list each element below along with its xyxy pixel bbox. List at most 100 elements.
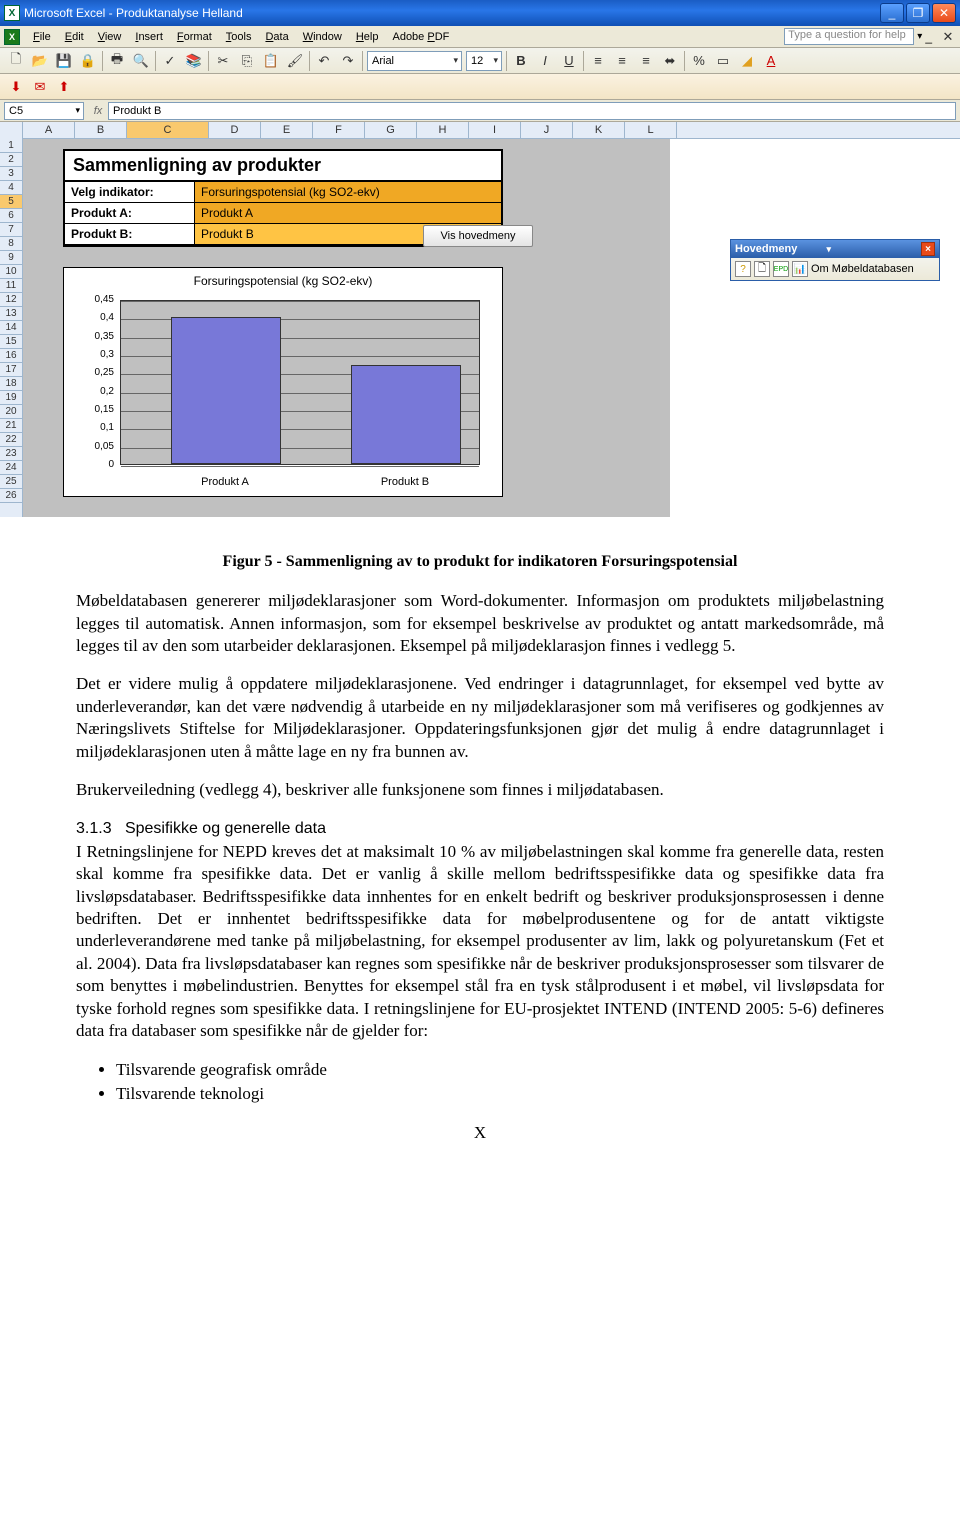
col-header-A[interactable]: A — [23, 122, 75, 138]
epd-icon[interactable]: EPD — [773, 261, 789, 277]
doc-icon[interactable]: 🗋 — [754, 261, 770, 277]
hovedmeny-titlebar[interactable]: Hovedmeny ▾ × — [731, 240, 939, 258]
row-header-1[interactable]: 1 — [0, 139, 22, 153]
menu-dash-icon[interactable]: _ — [925, 30, 932, 44]
menu-edit[interactable]: Edit — [58, 29, 91, 45]
menu-tools[interactable]: Tools — [219, 29, 259, 45]
spell-icon[interactable]: ✓ — [159, 50, 181, 72]
col-header-K[interactable]: K — [573, 122, 625, 138]
align-right-icon[interactable]: ≡ — [635, 50, 657, 72]
menu-file[interactable]: File — [26, 29, 58, 45]
restore-button[interactable]: ❐ — [906, 3, 930, 23]
help-search-input[interactable]: Type a question for help — [784, 28, 914, 45]
row-header-21[interactable]: 21 — [0, 419, 22, 433]
close-button[interactable]: ✕ — [932, 3, 956, 23]
menu-data[interactable]: Data — [258, 29, 295, 45]
help-icon[interactable]: ? — [735, 261, 751, 277]
col-header-I[interactable]: I — [469, 122, 521, 138]
row-header-24[interactable]: 24 — [0, 461, 22, 475]
permission-icon[interactable]: 🔒 — [77, 50, 99, 72]
fontsize-combo[interactable]: 12 — [466, 51, 502, 71]
product-a-value[interactable]: Produkt A — [195, 203, 501, 223]
col-header-L[interactable]: L — [625, 122, 677, 138]
col-header-G[interactable]: G — [365, 122, 417, 138]
hovedmeny-close-icon[interactable]: × — [921, 242, 935, 256]
new-icon[interactable]: 🗋 — [5, 50, 27, 72]
row-header-8[interactable]: 8 — [0, 237, 22, 251]
preview-icon[interactable]: 🔍 — [130, 50, 152, 72]
cell-area[interactable]: Sammenligning av produkter Velg indikato… — [23, 139, 960, 517]
row-header-23[interactable]: 23 — [0, 447, 22, 461]
row-header-25[interactable]: 25 — [0, 475, 22, 489]
save-icon[interactable]: 💾 — [53, 50, 75, 72]
row-header-26[interactable]: 26 — [0, 489, 22, 503]
fontcolor-icon[interactable]: A — [760, 50, 782, 72]
row-header-18[interactable]: 18 — [0, 377, 22, 391]
row-header-3[interactable]: 3 — [0, 167, 22, 181]
format-painter-icon[interactable]: 🖌 — [284, 50, 306, 72]
underline-icon[interactable]: U — [558, 50, 580, 72]
fx-icon[interactable]: fx — [88, 102, 108, 120]
formula-input[interactable]: Produkt B — [108, 102, 956, 120]
row-header-11[interactable]: 11 — [0, 279, 22, 293]
row-header-4[interactable]: 4 — [0, 181, 22, 195]
align-left-icon[interactable]: ≡ — [587, 50, 609, 72]
hovedmeny-dropdown-icon[interactable]: ▾ — [827, 244, 919, 255]
menu-format[interactable]: Format — [170, 29, 219, 45]
vis-hovedmeny-button[interactable]: Vis hovedmeny — [423, 225, 533, 247]
menu-insert[interactable]: Insert — [128, 29, 170, 45]
pdf-icon[interactable]: ⬇ — [5, 76, 27, 98]
italic-icon[interactable]: I — [534, 50, 556, 72]
hovedmeny-toolbar[interactable]: Hovedmeny ▾ × ? 🗋 EPD 📊 Om Møbeldatabase… — [730, 239, 940, 281]
open-icon[interactable]: 📂 — [29, 50, 51, 72]
hovedmeny-label[interactable]: Om Møbeldatabasen — [811, 263, 914, 275]
row-header-20[interactable]: 20 — [0, 405, 22, 419]
col-header-E[interactable]: E — [261, 122, 313, 138]
row-header-6[interactable]: 6 — [0, 209, 22, 223]
copy-icon[interactable]: ⎘ — [236, 50, 258, 72]
row-header-16[interactable]: 16 — [0, 349, 22, 363]
col-header-C[interactable]: C — [127, 122, 209, 138]
col-header-D[interactable]: D — [209, 122, 261, 138]
row-header-13[interactable]: 13 — [0, 307, 22, 321]
pdf-review-icon[interactable]: ⬆ — [53, 76, 75, 98]
chart-icon[interactable]: 📊 — [792, 261, 808, 277]
redo-icon[interactable]: ↷ — [337, 50, 359, 72]
bold-icon[interactable]: B — [510, 50, 532, 72]
select-all-corner[interactable] — [0, 122, 23, 139]
row-header-22[interactable]: 22 — [0, 433, 22, 447]
row-header-17[interactable]: 17 — [0, 363, 22, 377]
col-header-B[interactable]: B — [75, 122, 127, 138]
merge-icon[interactable]: ⬌ — [659, 50, 681, 72]
menu-help[interactable]: Help — [349, 29, 386, 45]
row-header-7[interactable]: 7 — [0, 223, 22, 237]
dropdown-icon[interactable]: ▾ — [917, 31, 922, 42]
row-header-2[interactable]: 2 — [0, 153, 22, 167]
menu-adobe-pdf[interactable]: Adobe PDF — [385, 29, 456, 45]
col-header-H[interactable]: H — [417, 122, 469, 138]
research-icon[interactable]: 📚 — [183, 50, 205, 72]
row-header-15[interactable]: 15 — [0, 335, 22, 349]
menu-view[interactable]: View — [91, 29, 129, 45]
workbook-close-button[interactable]: ✕ — [940, 29, 956, 45]
paste-icon[interactable]: 📋 — [260, 50, 282, 72]
row-header-19[interactable]: 19 — [0, 391, 22, 405]
cut-icon[interactable]: ✂ — [212, 50, 234, 72]
menu-window[interactable]: Window — [296, 29, 349, 45]
col-header-F[interactable]: F — [313, 122, 365, 138]
indicator-value[interactable]: Forsuringspotensial (kg SO2-ekv) — [195, 182, 501, 202]
row-header-9[interactable]: 9 — [0, 251, 22, 265]
row-header-12[interactable]: 12 — [0, 293, 22, 307]
name-box[interactable]: C5 — [4, 102, 84, 120]
row-header-5[interactable]: 5 — [0, 195, 22, 209]
borders-icon[interactable]: ▭ — [712, 50, 734, 72]
pdf-mail-icon[interactable]: ✉ — [29, 76, 51, 98]
font-combo[interactable]: Arial — [367, 51, 462, 71]
fillcolor-icon[interactable]: ◢ — [736, 50, 758, 72]
col-header-J[interactable]: J — [521, 122, 573, 138]
currency-icon[interactable]: % — [688, 50, 710, 72]
app-icon[interactable]: X — [4, 29, 20, 45]
row-header-14[interactable]: 14 — [0, 321, 22, 335]
align-center-icon[interactable]: ≡ — [611, 50, 633, 72]
minimize-button[interactable]: _ — [880, 3, 904, 23]
